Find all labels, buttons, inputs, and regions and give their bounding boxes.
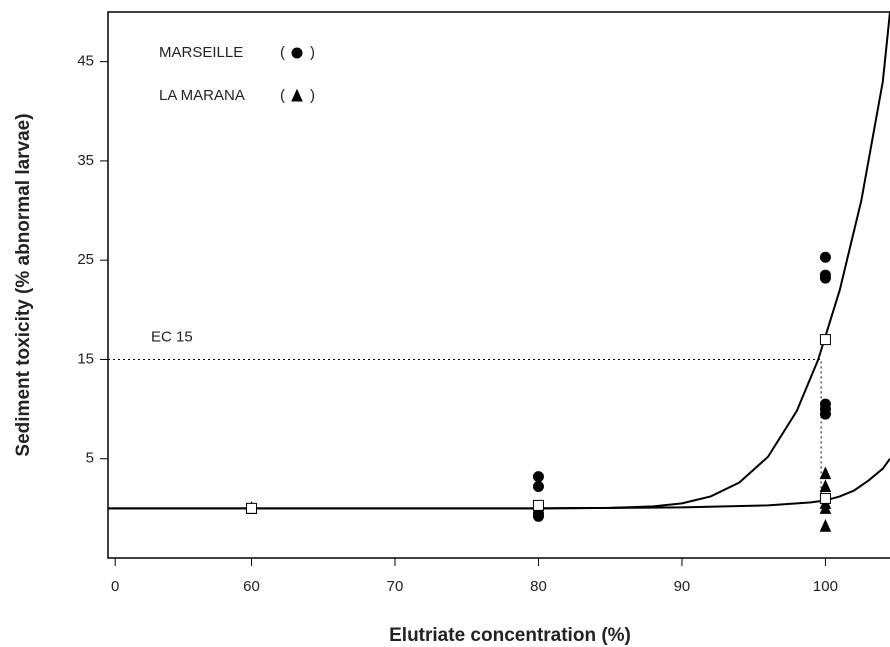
y-tick-label: 35 <box>77 152 94 169</box>
point <box>819 501 832 514</box>
legend-marker <box>291 47 303 59</box>
point <box>819 519 832 532</box>
legend-marker <box>291 88 303 102</box>
legend-bracket: ) <box>310 87 315 104</box>
x-axis-title: Elutriate concentration (%) <box>389 625 631 646</box>
y-tick-label: 45 <box>77 53 94 70</box>
x-tick-label: 80 <box>530 578 547 595</box>
point <box>819 408 831 420</box>
x-tick-label: 0 <box>111 578 119 595</box>
mean-point <box>819 492 831 504</box>
legend-bracket: ( <box>280 44 285 61</box>
y-tick-label: 25 <box>77 251 94 268</box>
point <box>819 479 832 493</box>
reference-label: EC 15 <box>151 329 193 346</box>
axis-frame <box>107 11 890 559</box>
point <box>532 481 544 493</box>
point <box>819 272 831 284</box>
y-tick-label: 15 <box>77 350 94 367</box>
y-axis-title: Sediment toxicity (% abnormal larvae) <box>13 113 34 456</box>
x-tick-label: 70 <box>387 578 404 595</box>
reference-line <box>108 358 822 509</box>
point <box>532 510 544 522</box>
legend-label: LA MARANA <box>159 87 245 104</box>
x-tick-label: 90 <box>674 578 691 595</box>
y-tick-label: 5 <box>86 450 94 467</box>
legend-bracket: ) <box>310 44 315 61</box>
legend-label: MARSEILLE <box>159 44 243 61</box>
mean-point <box>532 499 544 511</box>
point <box>819 466 832 480</box>
x-tick-label: 60 <box>243 578 260 595</box>
mean-point <box>819 334 831 346</box>
x-tick-label: 100 <box>813 578 838 595</box>
mean-point <box>245 502 257 514</box>
point <box>532 471 544 483</box>
fit-curve <box>108 458 890 510</box>
point <box>819 251 831 263</box>
legend-bracket: ( <box>280 87 285 104</box>
